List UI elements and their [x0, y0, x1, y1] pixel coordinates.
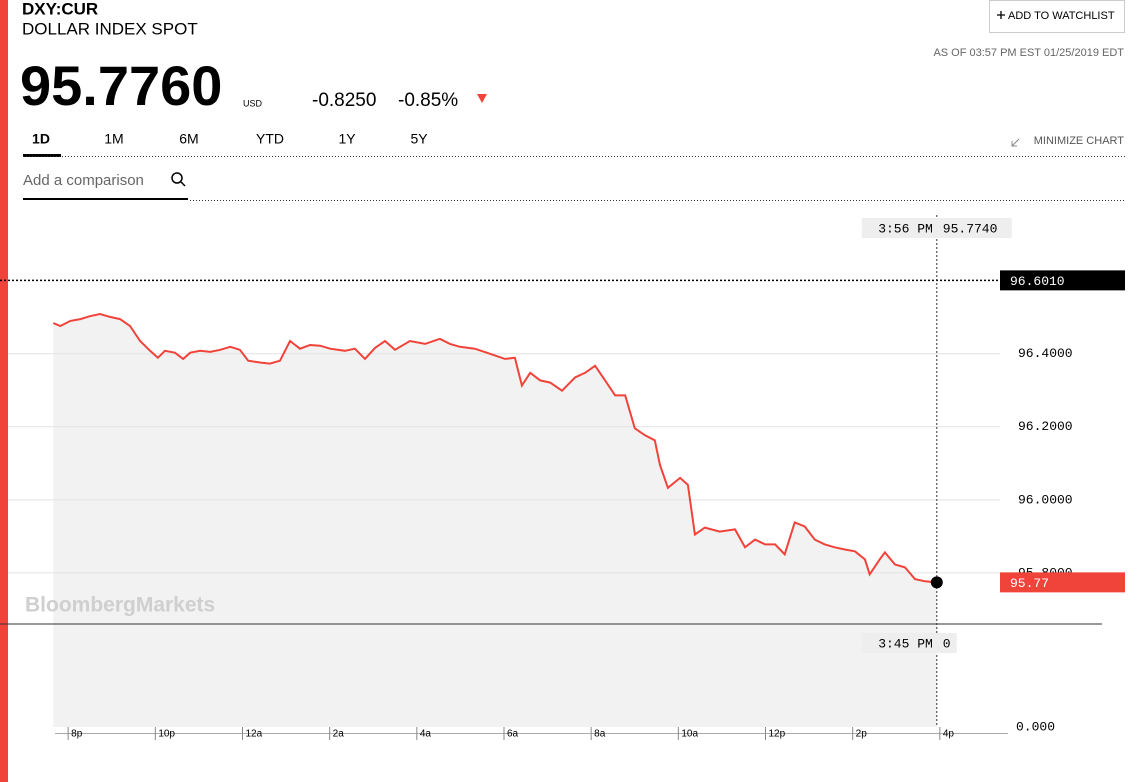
x-tick-label: 4p: [943, 729, 955, 740]
tab[interactable]: 5Y: [410, 131, 428, 147]
tooltip-time: 3:56 PM: [878, 221, 933, 236]
search-icon-handle: [180, 181, 186, 187]
x-tick-label: 10p: [158, 729, 175, 740]
x-tick-label: 8p: [71, 729, 83, 740]
high-box: [1000, 270, 1125, 291]
tab[interactable]: 6M: [179, 131, 198, 147]
tooltip: [861, 218, 1012, 238]
change: -0.8250: [312, 90, 376, 111]
tab[interactable]: 1D: [32, 131, 50, 147]
button-frame: [989, 0, 1125, 33]
tab[interactable]: YTD: [256, 131, 284, 147]
x-tick-label: 2a: [333, 729, 345, 740]
watchlist-button[interactable]: ADD TO WATCHLIST: [989, 0, 1125, 33]
x-tick-label: 2p: [856, 729, 868, 740]
currency: USD: [243, 98, 263, 108]
active-tab-underline: [23, 154, 61, 157]
placeholder: Add a comparison: [23, 172, 144, 189]
price: 95.7760: [20, 54, 222, 117]
button-label: ADD TO WATCHLIST: [1008, 10, 1115, 22]
tooltip-price: 95.7740: [943, 221, 998, 236]
as-of: AS OF 03:57 PM EST 01/25/2019 EDT: [933, 47, 1124, 59]
tab[interactable]: 1Y: [338, 131, 356, 147]
y-tick-label: 96.4000: [1018, 346, 1073, 361]
search-icon: [171, 172, 183, 184]
x-tick-label: 8a: [594, 729, 606, 740]
minimize-icon: [1011, 138, 1020, 147]
tooltip: [861, 633, 957, 653]
x-tick-label: 4a: [420, 729, 432, 740]
x-tick-label: 6a: [507, 729, 519, 740]
last-point: [930, 576, 943, 589]
accent-bar: [0, 0, 8, 782]
tooltip-time: 3:45 PM: [878, 636, 933, 651]
price-line: [52, 312, 937, 584]
plus-icon: [997, 11, 1005, 19]
high-label: 96.6010: [1010, 274, 1065, 289]
last-price-box: [1000, 572, 1125, 593]
change-pct: -0.85%: [398, 90, 458, 111]
tooltip-value: 0: [943, 636, 951, 651]
tab[interactable]: 1M: [104, 131, 123, 147]
comparison-input[interactable]: Add a comparison: [23, 172, 188, 200]
x-tick-label: 10a: [681, 729, 698, 740]
x-tick-label: 12a: [245, 729, 262, 740]
security-name: DOLLAR INDEX SPOT: [22, 19, 198, 38]
tab-bar: 1D 1M 6M YTD 1Y 5Y: [23, 131, 428, 157]
y-tick-label: 96.0000: [1018, 492, 1073, 507]
lower-axis-label: 0.000: [1016, 719, 1055, 734]
chart: BloombergMarkets95.800096.000096.200096.…: [0, 215, 1125, 740]
watermark: BloombergMarkets: [25, 594, 215, 617]
y-tick-label: 96.2000: [1018, 419, 1073, 434]
x-tick-label: 12p: [769, 729, 786, 740]
ticker: DXY:CUR: [22, 0, 98, 18]
minimize-chart[interactable]: MINIMIZE CHART: [1034, 135, 1125, 147]
down-arrow: [477, 94, 487, 103]
area: [53, 314, 937, 727]
last-price-label: 95.77: [1010, 576, 1049, 591]
